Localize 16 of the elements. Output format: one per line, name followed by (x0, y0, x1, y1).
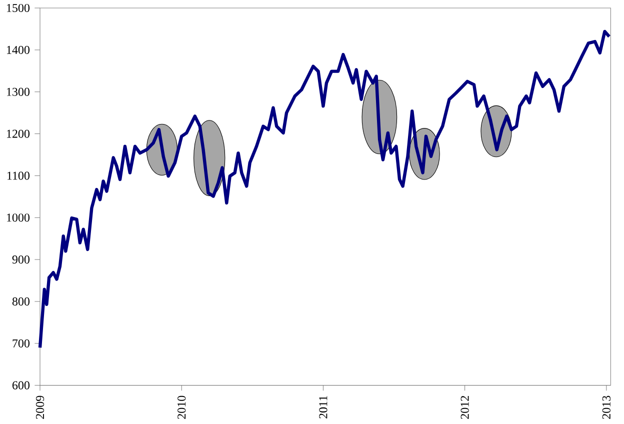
line-series (38, 30, 611, 350)
y-tick-label: 1000 (7, 214, 30, 222)
x-tick-label: 2011 (319, 396, 328, 418)
y-tick-label: 900 (12, 255, 30, 264)
x-tick-label: 2010 (178, 396, 186, 419)
x-tick-label: 2013 (602, 396, 610, 419)
y-tick-label: 1300 (7, 88, 30, 96)
y-tick-label: 1100 (7, 172, 30, 180)
y-tick-label: 600 (12, 381, 30, 390)
y-tick-label: 700 (12, 339, 30, 348)
y-tick-label: 1200 (7, 130, 30, 138)
x-tick-label: 2012 (460, 396, 469, 419)
y-tick-label: 1400 (7, 46, 30, 54)
y-tick-label: 800 (12, 297, 30, 306)
x-tick-label: 2009 (36, 396, 44, 419)
y-tick-label: 1500 (7, 4, 30, 12)
